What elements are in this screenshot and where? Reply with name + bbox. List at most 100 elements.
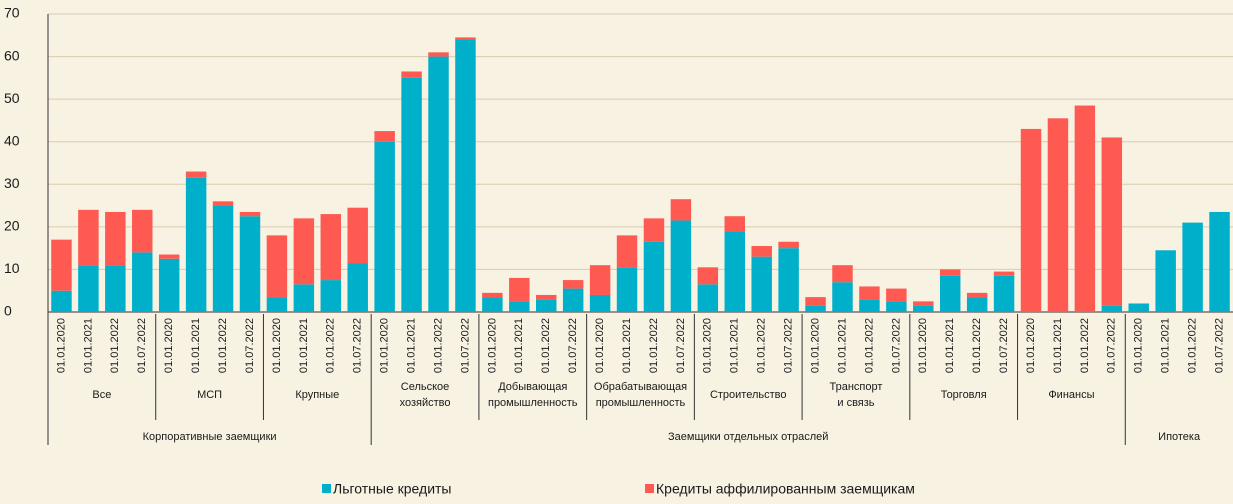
bar-segment bbox=[239, 211, 261, 217]
x-tick-label: 01.01.2020 bbox=[1133, 318, 1145, 373]
sector-label: Заемщики отдельных отраслей bbox=[668, 431, 828, 443]
bar-segment bbox=[616, 235, 638, 268]
x-tick-label: 01.01.2020 bbox=[486, 318, 498, 373]
bar-segment bbox=[643, 241, 665, 312]
bar-segment bbox=[509, 277, 530, 302]
y-tick-label: 10 bbox=[4, 260, 20, 276]
x-tick-label: 01.01.2021 bbox=[405, 318, 417, 373]
bar-segment bbox=[966, 297, 988, 312]
x-tick-label: 01.07.2022 bbox=[998, 318, 1010, 373]
bar-segment bbox=[751, 246, 772, 257]
x-tick-label: 01.07.2022 bbox=[352, 318, 364, 373]
bar-segment bbox=[724, 216, 745, 232]
bar-segment bbox=[589, 294, 611, 312]
x-tick-label: 01.07.2022 bbox=[244, 318, 256, 373]
x-tick-label: 01.07.2022 bbox=[783, 318, 795, 373]
x-tick-label: 01.01.2020 bbox=[163, 318, 175, 373]
bar-segment bbox=[886, 301, 907, 312]
bar-segment bbox=[1101, 137, 1123, 306]
y-tick-label: 70 bbox=[4, 5, 20, 21]
bar-segment bbox=[751, 256, 772, 312]
bar-segment bbox=[913, 305, 934, 312]
bar-segment bbox=[1074, 105, 1096, 313]
group-label: Обрабатывающая bbox=[594, 381, 687, 393]
x-tick-label: 01.01.2020 bbox=[1025, 318, 1037, 373]
bar-segment bbox=[455, 39, 476, 313]
legend-label: Льготные кредиты bbox=[333, 481, 452, 497]
bar-segment bbox=[428, 56, 449, 313]
x-tick-label: 01.01.2022 bbox=[756, 318, 768, 373]
x-tick-label: 01.01.2020 bbox=[594, 318, 606, 373]
bar-segment bbox=[347, 263, 368, 312]
x-tick-label: 01.07.2022 bbox=[1213, 318, 1225, 373]
x-tick-label: 01.07.2022 bbox=[567, 318, 579, 373]
bar-segment bbox=[1047, 118, 1069, 312]
bar-segment bbox=[966, 292, 988, 298]
x-tick-label: 01.01.2020 bbox=[702, 318, 714, 373]
bar-segment bbox=[51, 290, 72, 312]
bar-segment bbox=[320, 214, 342, 281]
group-label: Финансы bbox=[1048, 389, 1094, 401]
bar-segment bbox=[778, 241, 799, 249]
bar-segment bbox=[805, 297, 826, 306]
x-tick-label: 01.01.2022 bbox=[217, 318, 229, 373]
group-label: МСП bbox=[197, 389, 222, 401]
bar-segment bbox=[293, 218, 315, 285]
bar-segment bbox=[78, 209, 99, 266]
group-label: Строительство bbox=[710, 389, 787, 401]
group-label: и связь bbox=[837, 397, 874, 409]
group-label: промышленность bbox=[596, 397, 686, 409]
x-tick-label: 01.07.2022 bbox=[136, 318, 148, 373]
bar-segment bbox=[993, 275, 1015, 312]
bar-segment bbox=[455, 37, 476, 40]
x-tick-label: 01.07.2022 bbox=[1106, 318, 1118, 373]
bar-segment bbox=[670, 220, 692, 312]
x-tick-label: 01.01.2022 bbox=[648, 318, 660, 373]
x-tick-label: 01.01.2021 bbox=[836, 318, 848, 373]
x-tick-label: 01.01.2021 bbox=[82, 318, 94, 373]
bar-segment bbox=[401, 71, 422, 78]
x-tick-label: 01.01.2021 bbox=[1160, 318, 1172, 373]
y-tick-label: 40 bbox=[4, 132, 20, 148]
bar-segment bbox=[185, 171, 207, 178]
group-label: Крупные bbox=[295, 389, 339, 401]
bar-segment bbox=[778, 248, 799, 312]
bar-segment bbox=[939, 275, 961, 312]
bar-segment bbox=[1155, 250, 1176, 312]
x-tick-label: 01.01.2020 bbox=[55, 318, 67, 373]
bar-segment bbox=[105, 265, 126, 312]
bar-segment bbox=[158, 258, 180, 312]
x-tick-label: 01.01.2022 bbox=[325, 318, 337, 373]
bar-segment bbox=[374, 141, 395, 312]
bar-segment bbox=[886, 288, 907, 302]
group-label: промышленность bbox=[488, 397, 578, 409]
x-tick-label: 01.01.2022 bbox=[1187, 318, 1199, 373]
x-tick-label: 01.01.2021 bbox=[513, 318, 525, 373]
sector-label: Ипотека bbox=[1158, 431, 1201, 443]
bar-segment bbox=[185, 177, 207, 312]
x-tick-label: 01.01.2022 bbox=[863, 318, 875, 373]
group-label: Торговля bbox=[941, 389, 987, 401]
x-tick-label: 01.01.2021 bbox=[944, 318, 956, 373]
y-tick-label: 30 bbox=[4, 175, 20, 191]
bar-segment bbox=[697, 284, 719, 312]
bar-segment bbox=[158, 254, 180, 259]
bar-segment bbox=[239, 216, 261, 312]
bar-segment bbox=[51, 239, 72, 291]
x-tick-label: 01.01.2020 bbox=[271, 318, 283, 373]
x-tick-label: 01.01.2021 bbox=[729, 318, 741, 373]
bar-segment bbox=[482, 292, 503, 298]
bar-segment bbox=[212, 205, 234, 312]
bar-segment bbox=[939, 269, 961, 276]
x-tick-label: 01.01.2022 bbox=[1079, 318, 1091, 373]
bar-segment bbox=[536, 294, 557, 300]
bar-segment bbox=[132, 209, 153, 253]
bar-segment bbox=[832, 282, 853, 312]
x-tick-label: 01.01.2022 bbox=[540, 318, 552, 373]
bar-segment bbox=[132, 252, 153, 312]
bar-segment bbox=[589, 265, 611, 295]
bar-segment bbox=[320, 280, 342, 312]
x-tick-label: 01.01.2020 bbox=[809, 318, 821, 373]
bar-segment bbox=[1209, 211, 1230, 312]
